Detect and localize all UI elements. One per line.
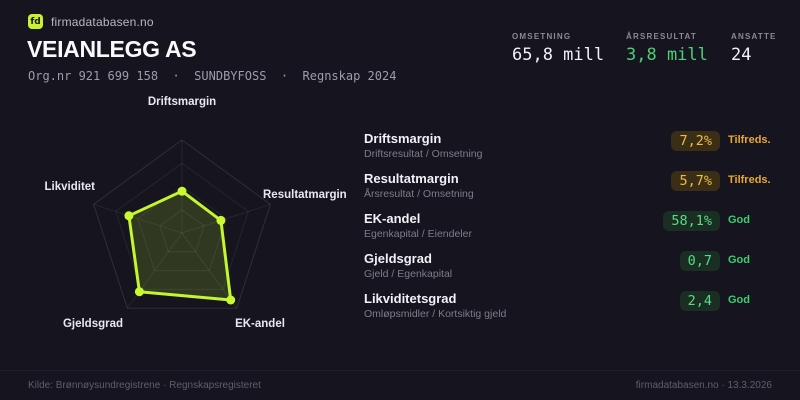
radar-axis-resultatmargin: Resultatmargin: [263, 189, 347, 201]
radar-axis-driftsmargin: Driftsmargin: [147, 96, 217, 108]
metric-info: Resultatmargin Årsresultat / Omsetning: [364, 171, 650, 200]
page-title: VEIANLEGG AS: [27, 36, 197, 62]
metric-info: Gjeldsgrad Gjeld / Egenkapital: [364, 251, 650, 280]
metric-badge-wrap: 2,4: [650, 291, 720, 311]
metric-status: God: [728, 214, 750, 226]
radar-grid-spoke: [126, 232, 183, 309]
metrics-list: Driftsmargin Driftsresultat / Omsetning …: [364, 131, 776, 331]
radar-data-polygon: [127, 189, 233, 302]
radar-axis-likviditet: Likviditet: [44, 181, 95, 193]
metric-row-resultatmargin: Resultatmargin Årsresultat / Omsetning 5…: [364, 171, 776, 211]
stat-omsetning: OMSETNING 65,8 mill: [512, 32, 604, 65]
brand-row: fd firmadatabasen.no: [28, 14, 154, 29]
metric-value-badge: 7,2%: [671, 131, 720, 151]
radar-data-point: [226, 295, 236, 305]
metric-formula: Omløpsmidler / Kortsiktig gjeld: [364, 308, 507, 320]
stat-arsresultat: ÅRSRESULTAT 3,8 mill: [626, 32, 708, 65]
radar-grid-spoke: [93, 203, 183, 234]
metric-info: Likviditetsgrad Omløpsmidler / Kortsikti…: [364, 291, 650, 320]
radar-chart: [93, 139, 271, 309]
stat-label: ÅRSRESULTAT: [626, 32, 697, 41]
radar-axis-gjeldsgrad: Gjeldsgrad: [62, 318, 124, 330]
radar-grid-ring: [93, 139, 271, 309]
footer-meta: firmadatabasen.no · 13.3.2026: [635, 380, 772, 391]
radar-grid-spoke: [181, 232, 238, 309]
metric-badge-wrap: 0,7: [650, 251, 720, 271]
metric-badge-wrap: 7,2%: [650, 131, 720, 151]
metric-name: Driftsmargin: [364, 131, 442, 146]
radar-grid-spoke: [181, 203, 271, 234]
radar-data-point: [134, 287, 144, 297]
radar-axis-ek-andel: EK-andel: [235, 318, 285, 330]
stat-value: 3,8 mill: [626, 45, 708, 65]
stat-ansatte: ANSATTE 24: [731, 32, 777, 65]
metric-value-badge: 5,7%: [671, 171, 720, 191]
metric-row-ek-andel: EK-andel Egenkapital / Eiendeler 58,1% G…: [364, 211, 776, 251]
metric-value-badge: 2,4: [679, 291, 720, 311]
metric-name: Likviditetsgrad: [364, 291, 457, 306]
metric-row-likviditetsgrad: Likviditetsgrad Omløpsmidler / Kortsikti…: [364, 291, 776, 331]
metric-status: Tilfreds.: [728, 174, 771, 186]
metric-formula: Egenkapital / Eiendeler: [364, 228, 472, 240]
metric-value-badge: 0,7: [679, 251, 720, 271]
metric-value-badge: 58,1%: [663, 211, 720, 231]
stat-value: 24: [731, 45, 752, 65]
footer: Kilde: Brønnøysundregistrene · Regnskaps…: [0, 370, 800, 400]
brand-name: firmadatabasen.no: [51, 14, 154, 29]
radar-grid-ring: [159, 209, 205, 253]
metric-status: God: [728, 254, 750, 266]
radar-grid-ring: [137, 185, 227, 272]
metric-row-driftsmargin: Driftsmargin Driftsresultat / Omsetning …: [364, 131, 776, 171]
metric-row-gjeldsgrad: Gjeldsgrad Gjeld / Egenkapital 0,7 God: [364, 251, 776, 291]
radar-data-point: [124, 211, 134, 221]
metric-formula: Årsresultat / Omsetning: [364, 188, 474, 200]
radar-data-point: [216, 215, 226, 225]
metric-name: Resultatmargin: [364, 171, 459, 186]
metric-info: Driftsmargin Driftsresultat / Omsetning: [364, 131, 650, 160]
fd-logo-icon: fd: [28, 14, 43, 29]
metric-badge-wrap: 58,1%: [650, 211, 720, 231]
metric-name: Gjeldsgrad: [364, 251, 432, 266]
radar-data-point: [177, 186, 187, 196]
radar-grid-ring: [115, 162, 249, 290]
metric-formula: Gjeld / Egenkapital: [364, 268, 453, 280]
metric-status: God: [728, 294, 750, 306]
metric-formula: Driftsresultat / Omsetning: [364, 148, 483, 160]
stat-value: 65,8 mill: [512, 45, 605, 65]
company-subtitle: Org.nr 921 699 158 · SUNDBYFOSS · Regnsk…: [28, 69, 397, 83]
metric-info: EK-andel Egenkapital / Eiendeler: [364, 211, 650, 240]
stat-label: ANSATTE: [731, 32, 777, 41]
metric-status: Tilfreds.: [728, 134, 771, 146]
metric-badge-wrap: 5,7%: [650, 171, 720, 191]
metric-name: EK-andel: [364, 211, 421, 226]
footer-source: Kilde: Brønnøysundregistrene · Regnskaps…: [28, 380, 261, 391]
stat-label: OMSETNING: [512, 32, 572, 41]
